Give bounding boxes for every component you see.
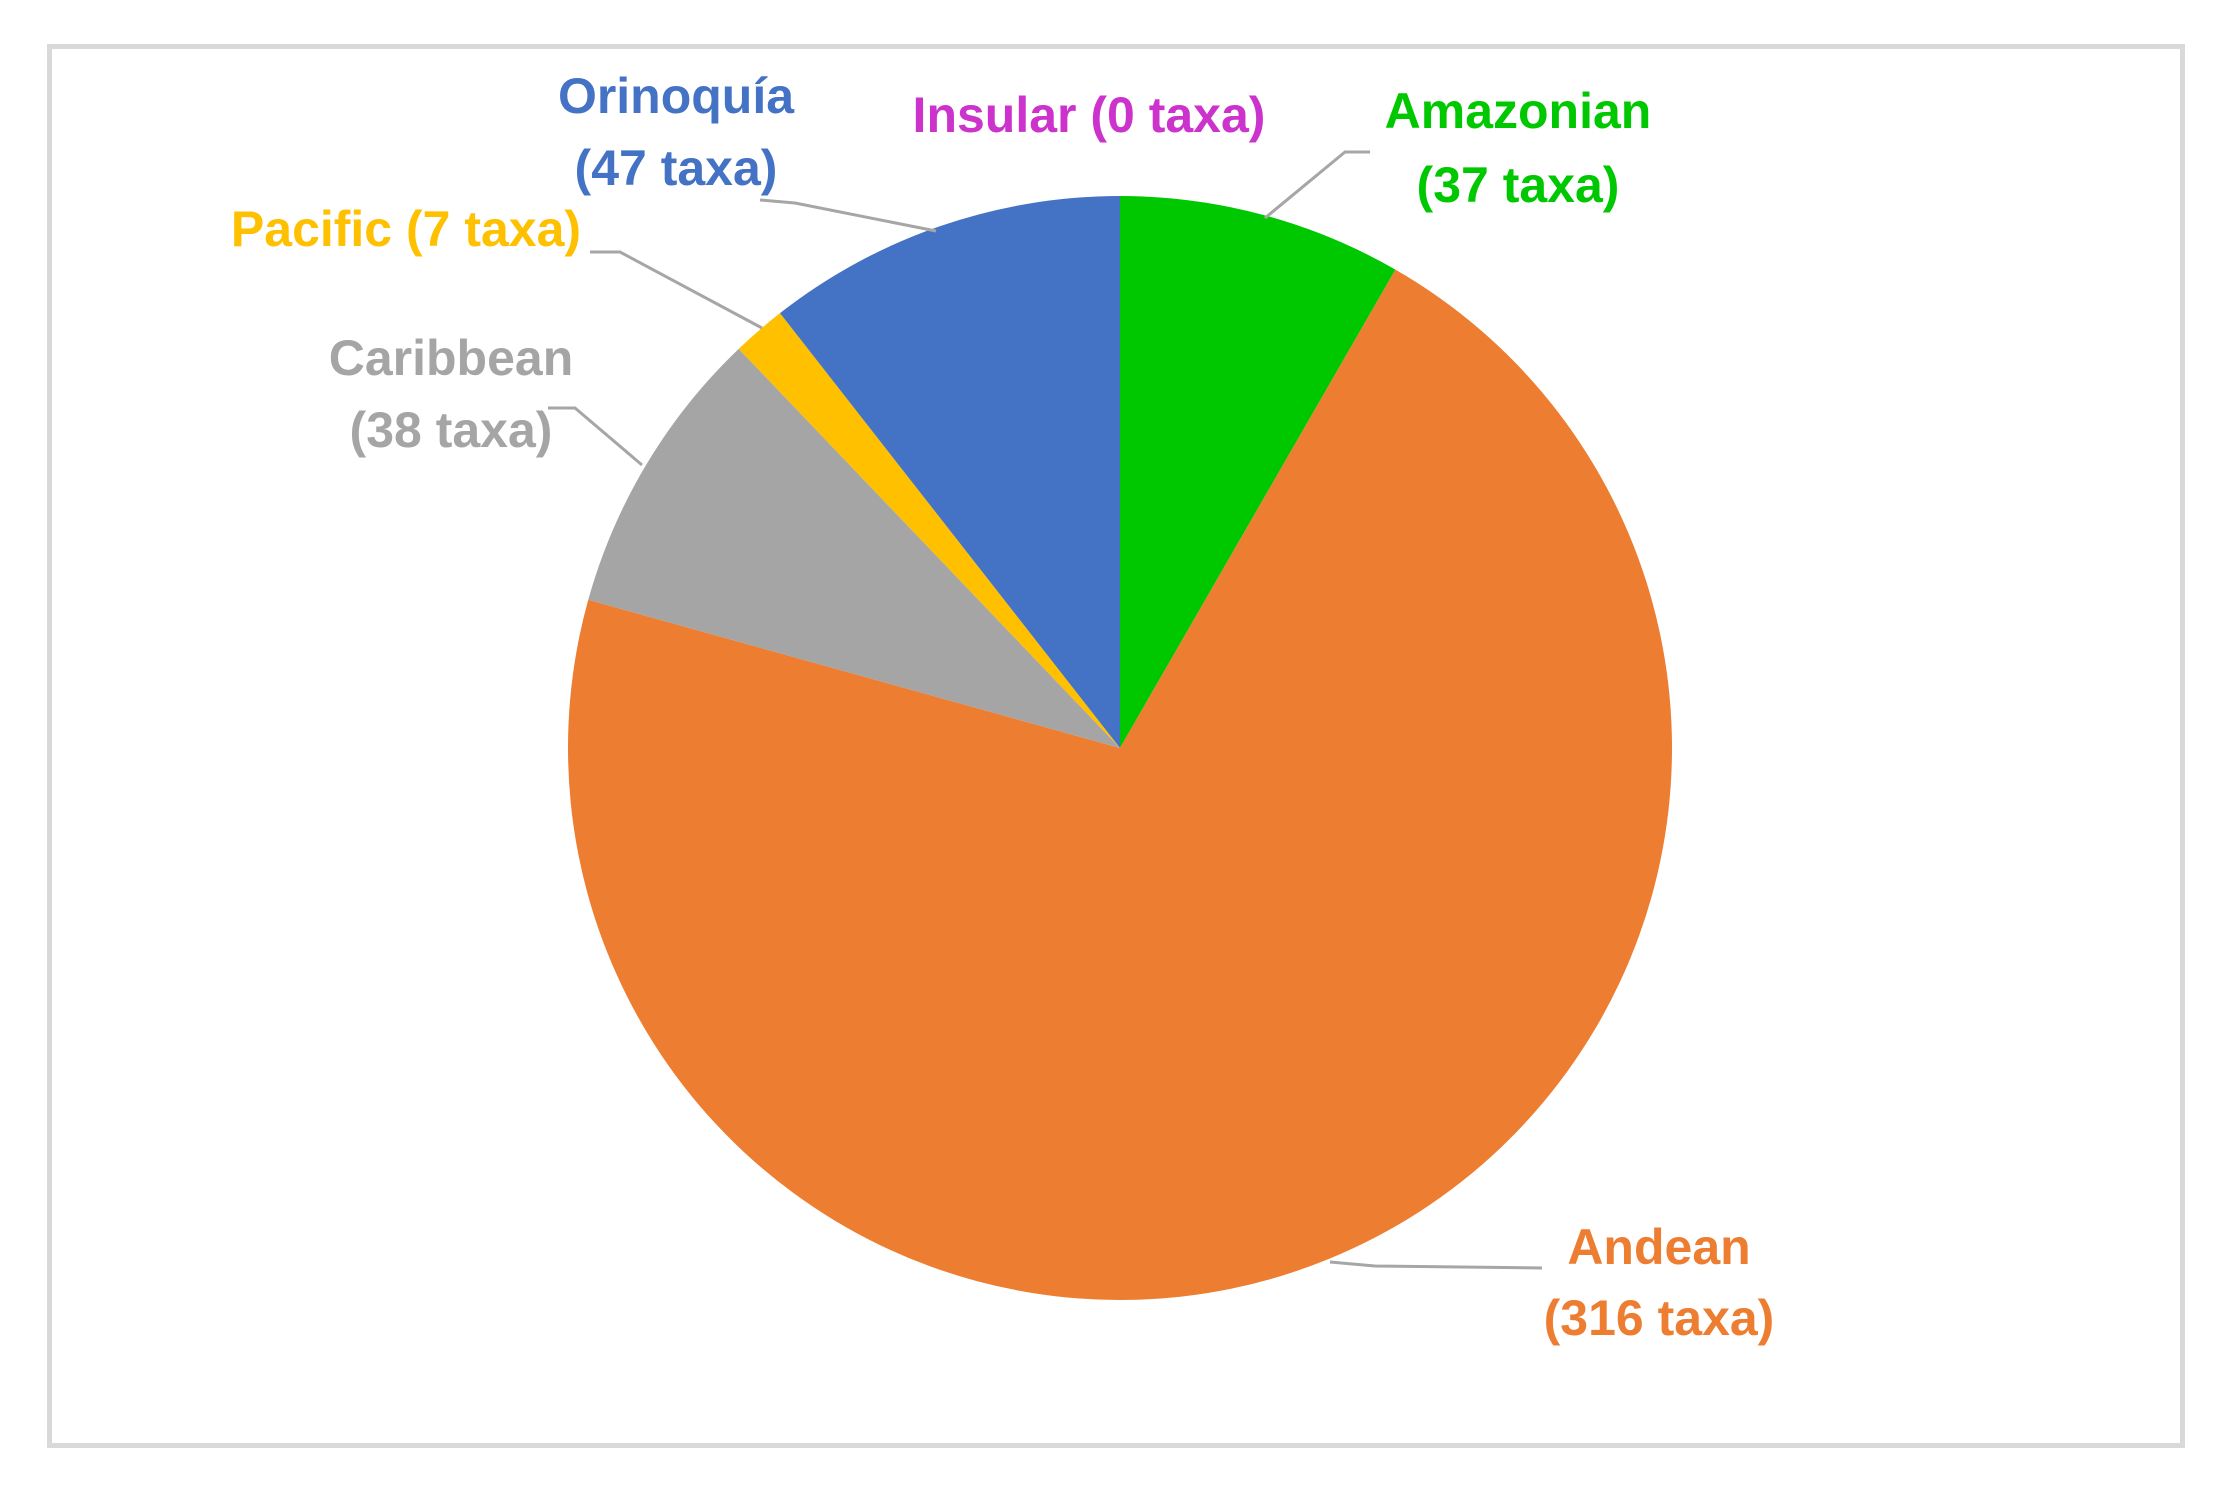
slice-label-value-amazonian: (37 taxa)	[1417, 157, 1620, 213]
slice-label-text-pacific: Pacific (7 taxa)	[231, 201, 581, 257]
slices-layer	[567, 196, 1672, 1300]
leader-lines-layer	[548, 150, 1543, 1270]
leader-line-pacific	[590, 250, 763, 330]
slice-label-name-orinoquia: Orinoquía	[558, 68, 795, 124]
slice-label-name-andean: Andean	[1567, 1219, 1750, 1275]
slice-label-value-caribbean: (38 taxa)	[350, 402, 553, 458]
leader-line-orinoquia	[759, 198, 937, 233]
pie-slice-pacific	[738, 313, 1120, 748]
pie-slice-orinoquia	[779, 196, 1120, 748]
slice-label-text-insular: Insular (0 taxa)	[913, 87, 1266, 143]
slice-label-value-orinoquia: (47 taxa)	[575, 140, 778, 196]
slice-label-caribbean: Caribbean (38 taxa)	[329, 330, 574, 458]
pie-slice-amazonian	[1120, 196, 1396, 748]
slice-label-name-amazonian: Amazonian	[1385, 83, 1652, 139]
slice-label-orinoquia: Orinoquía (47 taxa)	[558, 68, 795, 196]
slice-label-name-caribbean: Caribbean	[329, 330, 574, 386]
slice-label-andean: Andean (316 taxa)	[1544, 1219, 1775, 1346]
slice-label-value-andean: (316 taxa)	[1544, 1290, 1775, 1346]
leader-line-caribbean	[548, 406, 643, 467]
pie-slice-caribbean	[588, 348, 1120, 748]
pie-slice-andean	[567, 269, 1672, 1300]
leader-line-amazonian	[1264, 150, 1370, 220]
slice-label-amazonian: Amazonian (37 taxa)	[1385, 83, 1652, 213]
slice-label-insular: Insular (0 taxa)	[913, 87, 1266, 143]
slice-label-pacific: Pacific (7 taxa)	[231, 201, 581, 257]
leader-line-andean	[1329, 1260, 1543, 1270]
labels-layer: Amazonian (37 taxa) Andean (316 taxa) Caribb…	[231, 68, 1774, 1346]
